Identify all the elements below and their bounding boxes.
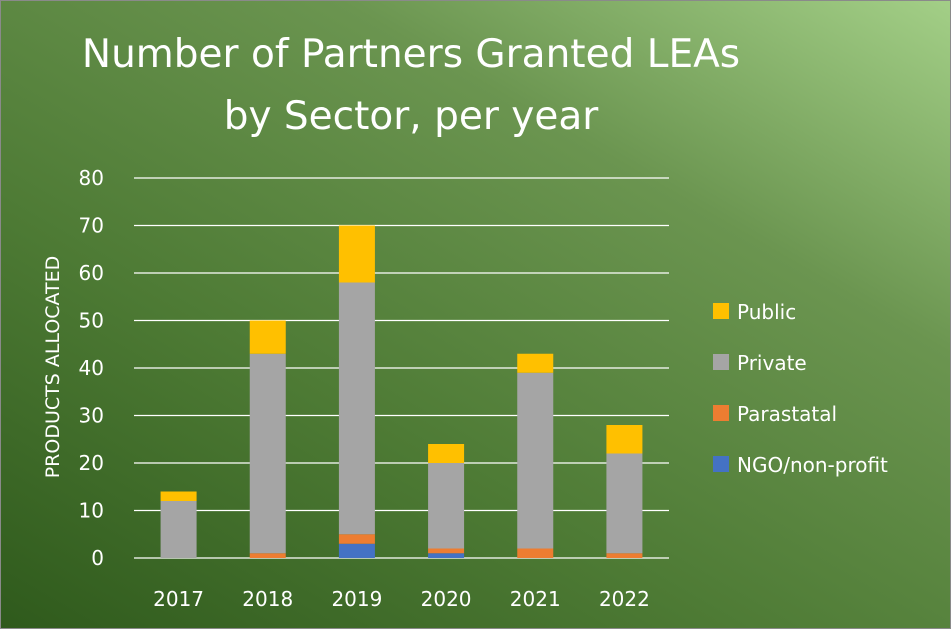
- x-tick-label: 2021: [510, 587, 561, 611]
- legend-swatch: [713, 405, 729, 421]
- x-tick-label: 2018: [242, 587, 293, 611]
- x-axis-ticks: 2017 2018 2019 2020 2021 2022: [153, 587, 650, 611]
- legend: Public Private Parastatal NGO/non-profit: [713, 300, 888, 477]
- legend-label: Public: [737, 300, 796, 324]
- legend-label: Private: [737, 351, 807, 375]
- bar-private-2019: [338, 282, 375, 535]
- bar-ngo-non-profit-2019: [338, 543, 375, 558]
- bar-ngo-non-profit-2020: [428, 553, 465, 558]
- y-tick-label: 10: [79, 499, 104, 523]
- bar-public-2018: [249, 320, 286, 354]
- legend-swatch: [713, 303, 729, 319]
- y-tick-label: 30: [79, 404, 104, 428]
- y-tick-label: 50: [79, 309, 104, 333]
- y-tick-label: 60: [79, 261, 104, 285]
- bar-public-2020: [428, 444, 465, 463]
- bar-parastatal-2020: [428, 548, 465, 554]
- bar-private-2020: [428, 463, 465, 549]
- y-tick-label: 40: [79, 356, 104, 380]
- chart-title-line-1: Number of Partners Granted LEAs: [81, 32, 741, 77]
- y-axis-label: PRODUCTS ALLOCATED: [42, 256, 64, 479]
- y-tick-label: 0: [91, 546, 104, 570]
- x-tick-label: 2017: [153, 587, 204, 611]
- bar-public-2021: [517, 353, 554, 373]
- y-tick-label: 80: [79, 166, 104, 190]
- bar-parastatal-2019: [338, 534, 375, 544]
- x-tick-label: 2020: [421, 587, 472, 611]
- bar-private-2018: [249, 353, 286, 554]
- bar-private-2022: [606, 453, 643, 554]
- bar-parastatal-2022: [606, 553, 643, 558]
- bar-public-2017: [160, 491, 197, 501]
- x-tick-label: 2019: [331, 587, 382, 611]
- legend-label: Parastatal: [737, 402, 837, 426]
- bar-public-2022: [606, 425, 643, 454]
- gridlines: [134, 177, 669, 559]
- y-axis-ticks: 0 10 20 30 40 50 60 70 80: [79, 166, 104, 570]
- legend-swatch: [713, 354, 729, 370]
- bar-private-2021: [517, 372, 554, 549]
- y-tick-label: 20: [79, 451, 104, 475]
- chart-title-line-2: by Sector, per year: [223, 94, 599, 139]
- legend-label: NGO/non-profit: [737, 453, 888, 477]
- bar-parastatal-2021: [517, 548, 554, 558]
- bar-public-2019: [338, 225, 375, 283]
- bar-parastatal-2018: [249, 553, 286, 558]
- x-tick-label: 2022: [599, 587, 650, 611]
- bars: [160, 225, 643, 558]
- y-tick-label: 70: [79, 214, 104, 238]
- bar-private-2017: [160, 501, 197, 558]
- legend-swatch: [713, 456, 729, 472]
